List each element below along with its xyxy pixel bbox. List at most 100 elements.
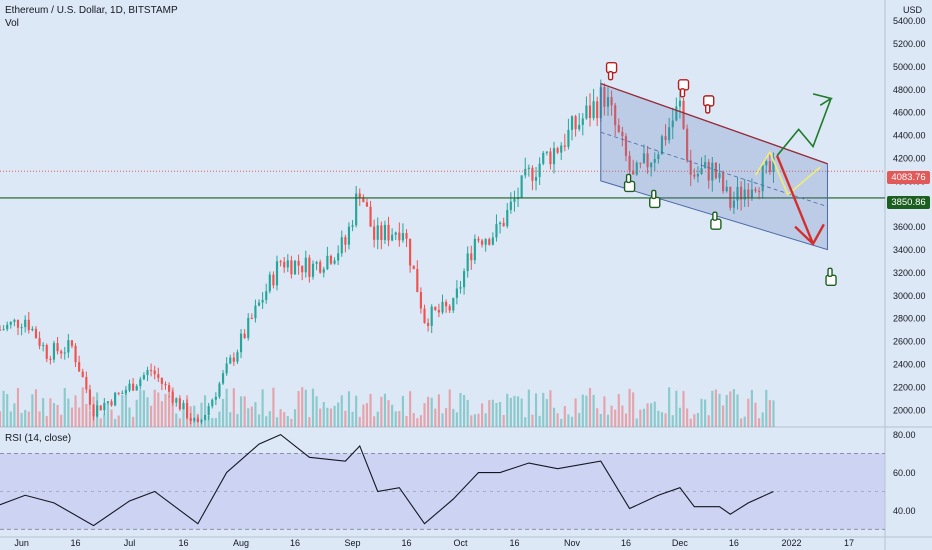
candle-body-2021-08-12 (279, 261, 282, 263)
volume-bar-2021-10-12 (498, 402, 502, 427)
candle-body-2021-08-27 (333, 260, 336, 264)
volume-bar-2021-08-30 (344, 410, 347, 427)
volume-bar-2021-07-23 (207, 415, 210, 427)
volume-bar-2021-07-26 (218, 411, 221, 427)
candle-body-2021-09-07 (373, 226, 376, 240)
volume-bar-2021-08-16 (293, 409, 297, 427)
time-label-4: Aug (233, 538, 249, 548)
volume-bar-2021-10-25 (545, 399, 548, 427)
volume-bar-2021-07-14 (175, 413, 178, 427)
volume-bar-2021-06-24 (103, 414, 106, 427)
channel-upper-line (600, 82, 828, 165)
candle-body-2021-06-11 (56, 343, 59, 352)
volume-bar-2021-12-24 (761, 412, 764, 427)
candle-body-2021-06-01 (20, 327, 23, 329)
candle-body-2021-05-27 (2, 329, 5, 331)
candle-body-2021-12-23 (758, 191, 761, 193)
candle-body-2021-09-09 (380, 225, 383, 241)
candle-body-2021-10-18 (520, 175, 523, 198)
volume-bar-2021-07-19 (193, 405, 196, 427)
candle-body-2021-06-13 (63, 352, 66, 354)
volume-bar-2021-10-27 (552, 407, 556, 427)
price-tick-10: 3400.00 (893, 245, 926, 255)
volume-bar-2021-11-29 (671, 415, 674, 427)
candle-body-2021-06-30 (124, 390, 127, 393)
time-label-13: 16 (729, 538, 739, 548)
volume-bar-2021-11-02 (574, 398, 577, 427)
volume-bar-2021-08-03 (247, 408, 250, 427)
volume-bar-2021-07-29 (229, 412, 232, 427)
volume-bar-2021-07-17 (185, 395, 189, 427)
volume-bar-2021-09-09 (380, 396, 383, 427)
volume-label: Vol (5, 18, 19, 29)
volume-bar-2021-12-27 (772, 400, 775, 427)
volume-bar-2021-11-21 (642, 408, 646, 427)
candle-body-2021-07-14 (175, 398, 178, 403)
candle-body-2021-11-26 (660, 136, 664, 155)
candle-body-2021-06-07 (42, 345, 45, 347)
volume-bar-2021-08-05 (254, 402, 257, 427)
price-tick-9: 3600.00 (893, 222, 926, 232)
price-tick-4: 4600.00 (893, 108, 926, 118)
channel-midline (600, 131, 828, 208)
candle-body-2021-08-05 (254, 305, 257, 319)
volume-bar-2021-12-16 (732, 389, 735, 427)
volume-bar-2021-06-25 (106, 403, 110, 427)
price-tick-11: 3200.00 (893, 268, 926, 278)
candle-body-2021-09-28 (448, 306, 451, 311)
candle-body-2021-10-25 (545, 151, 548, 153)
volume-bar-2021-12-15 (729, 391, 732, 427)
candle-body-2021-07-31 (236, 352, 239, 362)
candle-body-2021-12-16 (732, 200, 735, 208)
candle-body-2021-11-08 (596, 101, 599, 119)
candle-body-2021-06-09 (49, 358, 52, 360)
volume-bar-2021-06-09 (49, 398, 52, 427)
volume-bar-2021-09-05 (365, 403, 369, 427)
candle-body-2021-08-10 (272, 274, 275, 286)
volume-bar-2021-07-30 (232, 388, 235, 427)
candle-body-2021-08-22 (315, 262, 318, 264)
candle-body-2021-09-16 (405, 233, 408, 239)
candle-body-2021-06-05 (34, 328, 38, 339)
volume-bar-2021-06-30 (124, 389, 127, 427)
candle-body-2021-12-02 (682, 100, 685, 129)
time-label-0: Jun (14, 538, 29, 548)
volume-bar-2021-09-28 (448, 389, 451, 427)
rsi-line (0, 433, 774, 527)
bearish-scenario-arrow (775, 155, 815, 245)
volume-bar-2021-06-16 (74, 395, 77, 427)
candle-body-2021-08-08 (265, 291, 268, 300)
volume-bar-2021-10-07 (480, 403, 484, 427)
time-label-15: 17 (844, 538, 854, 548)
buy-hand-icon-1 (623, 173, 636, 193)
candle-body-2021-12-01 (678, 100, 682, 107)
candle-body-2021-07-23 (207, 406, 210, 415)
volume-bar-2021-11-17 (628, 388, 631, 427)
candle-body-2021-11-27 (664, 136, 667, 141)
price-tick-0: 5400.00 (893, 16, 926, 26)
candle-body-2021-09-05 (365, 202, 369, 207)
volume-bar-2021-07-04 (139, 390, 142, 427)
candle-body-2021-11-21 (642, 153, 646, 163)
candle-body-2021-11-05 (585, 105, 588, 119)
candle-body-2021-12-26 (768, 161, 771, 172)
candle-body-2021-06-24 (103, 402, 106, 411)
candle-body-2021-07-22 (203, 414, 207, 421)
volume-bar-2021-05-30 (13, 403, 16, 427)
candle-body-2021-12-03 (686, 128, 689, 161)
volume-bar-2021-06-15 (70, 407, 74, 427)
volume-bar-2021-11-28 (668, 387, 671, 427)
time-label-10: Nov (564, 538, 581, 548)
volume-bar-2021-06-28 (117, 415, 120, 427)
candle-body-2021-10-08 (484, 239, 487, 245)
volume-bar-2021-09-04 (362, 404, 365, 427)
volume-bar-2021-08-17 (297, 391, 300, 427)
volume-bar-2021-12-19 (743, 416, 746, 427)
time-label-8: Oct (453, 538, 468, 548)
volume-bar-2021-06-26 (110, 409, 113, 427)
candle-body-2021-06-15 (70, 340, 74, 346)
candle-body-2021-07-19 (193, 418, 196, 421)
time-label-1: 16 (71, 538, 81, 548)
volume-bar-2021-08-22 (315, 396, 318, 427)
